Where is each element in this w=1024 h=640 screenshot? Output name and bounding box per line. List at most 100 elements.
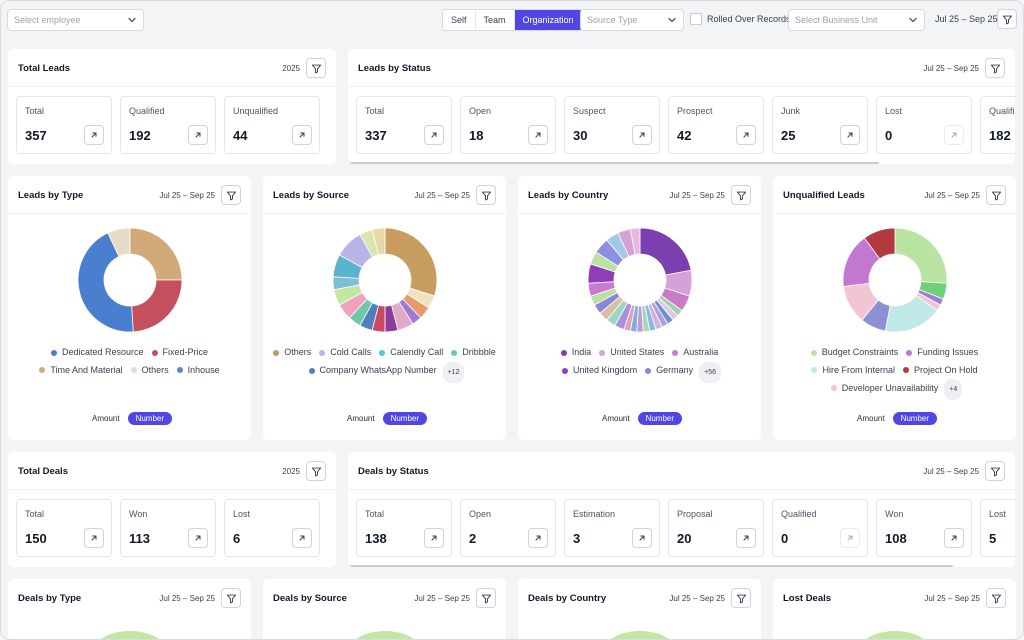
legend-item[interactable]: Inhouse [176,362,220,379]
open-details-button[interactable] [424,125,444,145]
legend-item[interactable]: Calendly Call [379,344,443,361]
donut-slice[interactable] [863,227,896,260]
card-filter-button[interactable] [731,588,751,608]
amount-toggle-option[interactable]: Amount [857,413,885,423]
open-details-button[interactable] [188,528,208,548]
open-details-button[interactable] [188,125,208,145]
legend-more-badge[interactable]: +4 [944,379,963,400]
legend-item[interactable]: Australia [672,344,718,361]
card-filter-button[interactable] [221,185,241,205]
open-details-button[interactable] [840,125,860,145]
card-filter-button[interactable] [986,185,1006,205]
card-header: Leads by Status Jul 25 – Sep 25 [348,49,1015,87]
open-details-button[interactable] [424,528,444,548]
donut-slice[interactable] [77,232,134,333]
legend-swatch [560,349,567,356]
legend-item[interactable]: Dedicated Resource [50,344,144,361]
stat-value: 337 [365,128,387,143]
global-date-range[interactable]: Jul 25 – Sep 25 [935,14,998,24]
card-filter-button[interactable] [476,185,496,205]
open-details-button[interactable] [84,528,104,548]
card-filter-button[interactable] [986,588,1006,608]
number-toggle-option[interactable]: Number [127,411,173,425]
arrow-up-right-icon [638,534,646,542]
open-details-button[interactable] [736,528,756,548]
legend-item[interactable]: Project On Hold [903,362,978,379]
open-details-button[interactable] [632,125,652,145]
deals-chart-card: Deals by Type Jul 25 – Sep 25 [8,579,251,639]
legend-item[interactable]: Time And Material [39,362,123,379]
horizontal-scrollbar[interactable] [348,162,879,164]
legend-item[interactable]: Germany [645,362,693,379]
open-details-button[interactable] [292,528,312,548]
legend-item[interactable]: Dribbble [451,344,496,361]
arrow-up-right-icon [90,131,98,139]
arrow-up-right-icon [846,131,854,139]
card-filter-button[interactable] [731,185,751,205]
donut-slice[interactable] [107,227,131,258]
legend-item[interactable]: Others [130,362,169,379]
stat-value: 5 [989,531,997,546]
stat-value: 182 [989,128,1011,143]
source-type-select[interactable]: Source Type [580,9,684,31]
metric-toggle: Amount Number [84,411,173,425]
stat-label: Prospect [677,106,713,116]
legend-item[interactable]: India [560,344,591,361]
legend-item[interactable]: Budget Constraints [810,344,898,361]
legend-item[interactable]: Hire From Internal [811,362,895,379]
legend-item[interactable]: Company WhatsApp Number [308,362,437,379]
open-details-button[interactable] [292,125,312,145]
legend-item[interactable]: Cold Calls [319,344,371,361]
donut-slice[interactable] [371,227,386,256]
amount-toggle-option[interactable]: Amount [347,413,375,423]
stat-tile: Prospect 42 [668,96,764,154]
card-filter-button[interactable] [221,588,241,608]
card-filter-button[interactable] [306,58,326,78]
legend-more-badge[interactable]: +12 [442,361,465,383]
scope-organization-button[interactable]: Organization [514,10,582,30]
employee-select[interactable]: Select employee [7,9,144,31]
open-details-button[interactable] [736,125,756,145]
rolled-over-checkbox[interactable] [690,13,702,25]
open-details-button[interactable] [632,528,652,548]
card-filter-button[interactable] [306,461,326,481]
open-details-button[interactable] [840,528,860,548]
donut-slice[interactable] [384,227,438,297]
number-toggle-option[interactable]: Number [382,411,428,425]
number-toggle-option[interactable]: Number [892,411,938,425]
donut-slice[interactable] [131,279,183,333]
global-filter-button[interactable] [997,9,1017,29]
donut-slice[interactable] [629,227,641,255]
amount-toggle-option[interactable]: Amount [92,413,120,423]
card-date-range: Jul 25 – Sep 25 [159,191,215,200]
legend-item[interactable]: Funding Issues [906,344,978,361]
arrow-up-right-icon [950,534,958,542]
open-details-button[interactable] [528,528,548,548]
scope-team-button[interactable]: Team [476,10,515,30]
open-details-button[interactable] [528,125,548,145]
donut-chart [77,227,183,333]
number-toggle-option[interactable]: Number [637,411,683,425]
legend-item[interactable]: United States [599,344,664,361]
legend-item[interactable]: Fixed-Price [151,344,208,361]
donut-chart-preview [859,631,931,639]
donut-slice[interactable] [129,227,183,281]
open-details-button[interactable] [944,528,964,548]
card-filter-button[interactable] [985,58,1005,78]
legend-swatch [830,385,837,391]
amount-toggle-option[interactable]: Amount [602,413,630,423]
card-filter-button[interactable] [985,461,1005,481]
legend-item[interactable]: Developer Unavailability [830,380,938,397]
business-unit-select[interactable]: Select Business Unit [788,9,925,31]
open-details-button[interactable] [944,125,964,145]
open-details-button[interactable] [84,125,104,145]
card-filter-button[interactable] [476,588,496,608]
donut-slice[interactable] [894,227,948,284]
legend-more-badge[interactable]: +56 [699,361,721,383]
donut-slice[interactable] [639,227,692,276]
legend-item[interactable]: United Kingdom [562,362,637,379]
legend-item[interactable]: Others [273,344,311,361]
horizontal-scrollbar[interactable] [348,565,953,567]
donut-chart-card: Unqualified Leads Jul 25 – Sep 25 Budget C… [773,176,1016,440]
scope-self-button[interactable]: Self [443,10,476,30]
